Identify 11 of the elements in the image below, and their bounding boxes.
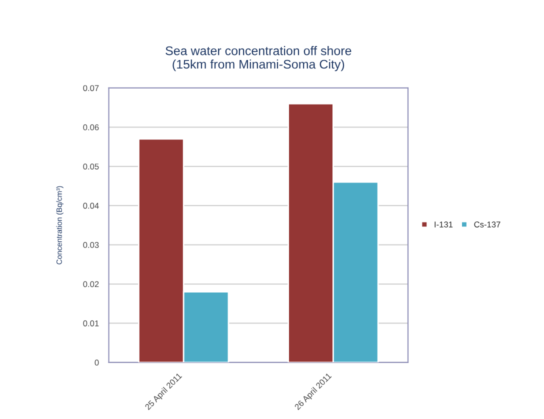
chart-title: Sea water concentration off shore (15km from Minami-Soma City) xyxy=(166,46,352,72)
y-tick-label: 0.02 xyxy=(83,281,99,288)
y-tick-label: 0.04 xyxy=(83,202,99,209)
y-tick-label: 0.06 xyxy=(83,124,99,130)
y-tick-label: 0 xyxy=(94,360,99,366)
y-tick-label: 0.01 xyxy=(83,320,99,326)
y-tick-label: 0.07 xyxy=(83,85,99,92)
legend-label: I-131 xyxy=(434,222,453,228)
y-tick-label: 0.05 xyxy=(83,164,99,170)
legend-label: Cs-137 xyxy=(474,222,500,228)
y-tick-label: 0.03 xyxy=(83,242,99,248)
